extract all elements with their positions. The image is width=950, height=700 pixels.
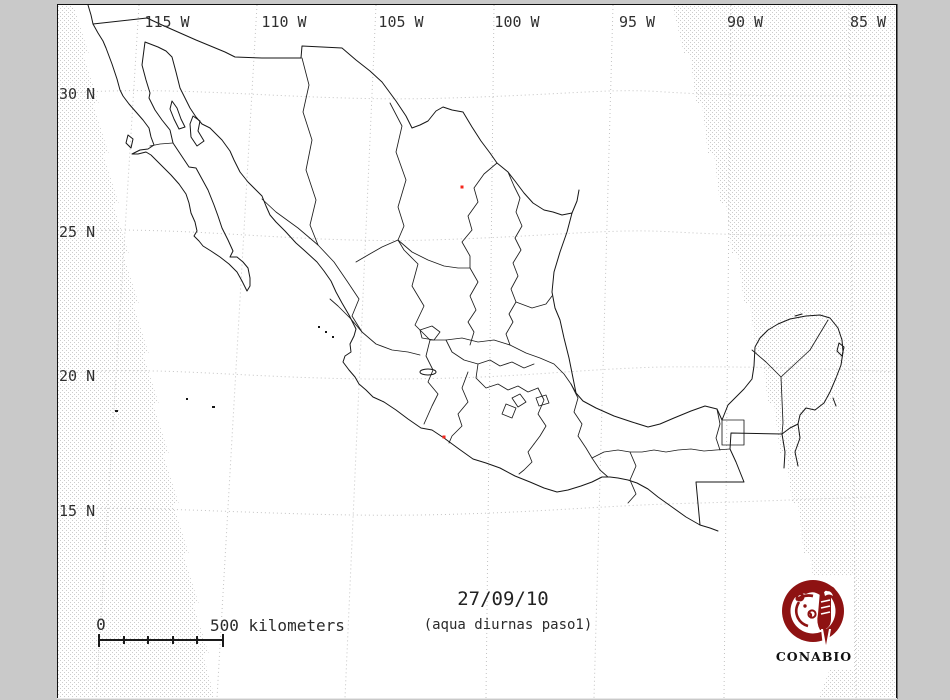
longitude-label: 110 W — [261, 13, 307, 31]
longitude-label: 85 W — [850, 13, 887, 31]
fire-point — [460, 185, 464, 189]
latitude-label: 15 N — [59, 502, 95, 520]
longitude-label: 95 W — [619, 13, 656, 31]
belize-west-border — [781, 433, 786, 469]
belize-coast — [794, 423, 801, 467]
mainland-and-baja-outline — [92, 17, 844, 526]
longitude-label: 115 W — [144, 13, 190, 31]
stipple-left-band — [57, 4, 215, 699]
scale-bar-line — [97, 634, 225, 647]
latitude-label: 20 N — [59, 367, 95, 385]
latitude-label: 30 N — [59, 85, 95, 103]
fire-detections — [442, 185, 464, 439]
scale-zero-label: 0 — [96, 615, 106, 634]
fire-point — [442, 435, 446, 439]
longitude-label: 90 W — [727, 13, 764, 31]
graticule-grid — [57, 4, 897, 699]
guatemala-coast-spur — [699, 524, 719, 532]
caption-date: 27/09/10 — [457, 588, 549, 610]
scale-distance-label: 500 kilometers — [210, 616, 345, 635]
state-boundaries — [149, 57, 829, 504]
longitude-label: 105 W — [378, 13, 424, 31]
conabio-emblem-icon — [782, 580, 844, 647]
mexico-outline — [87, 4, 844, 532]
scale-bar: 0 500 kilometers — [96, 615, 345, 647]
texas-coast-spur — [571, 189, 580, 214]
islands-and-lakes — [115, 100, 845, 412]
california-coast-spur — [87, 4, 94, 25]
caption-subtitle: (aqua diurnas paso1) — [424, 617, 593, 633]
longitude-label: 100 W — [494, 13, 540, 31]
map-frame-border — [57, 4, 898, 699]
longitude-axis-labels: 115 W 110 W 105 W 100 W 95 W 90 W 85 W — [144, 13, 887, 31]
latitude-axis-labels: 30 N 25 N 20 N 15 N — [59, 85, 95, 520]
swath-stipple-regions — [57, 4, 897, 699]
conabio-logo-text: CONABIO — [776, 649, 852, 664]
latitude-label: 25 N — [59, 223, 95, 241]
conabio-logo: CONABIO — [776, 576, 853, 670]
stipple-right-region — [672, 4, 897, 699]
